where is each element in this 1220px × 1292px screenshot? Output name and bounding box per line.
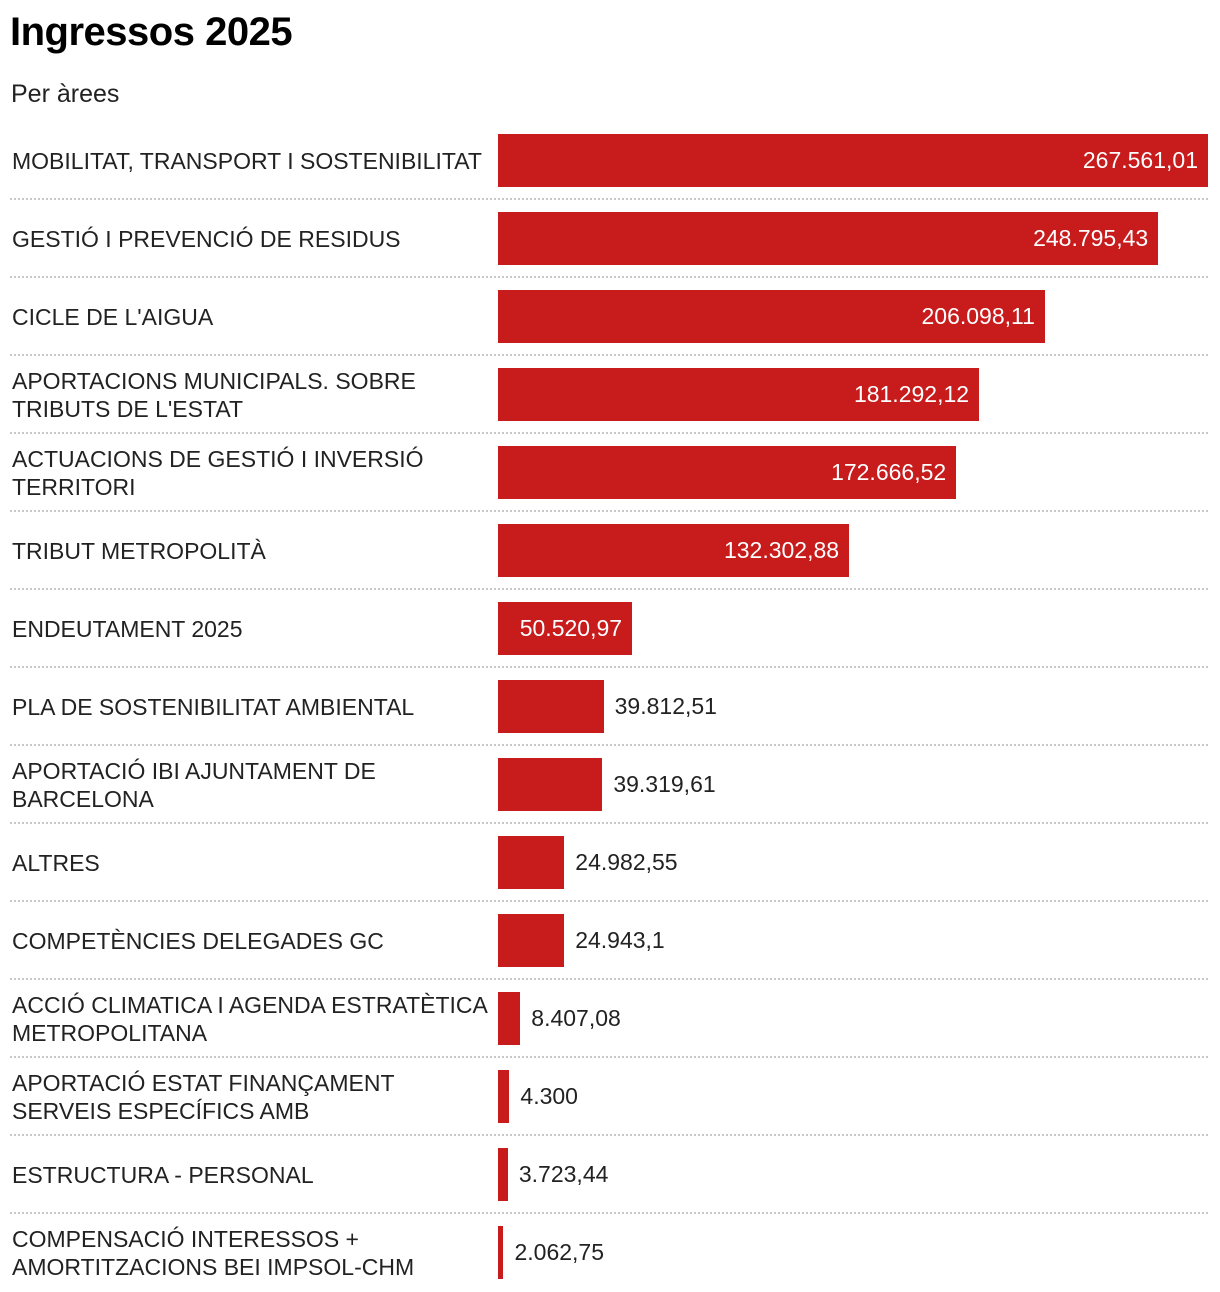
category-label: MOBILITAT, TRANSPORT I SOSTENIBILITAT bbox=[12, 148, 482, 174]
category-label: APORTACIÓ ESTAT FINANÇAMENT SERVEIS ESPE… bbox=[12, 1070, 395, 1124]
bar bbox=[498, 212, 1159, 265]
category-label: ACCIÓ CLIMATICA I AGENDA ESTRATÈTICA MET… bbox=[12, 992, 487, 1046]
row-separator bbox=[10, 744, 1208, 746]
value-label: 39.812,51 bbox=[614, 693, 717, 719]
bar bbox=[498, 290, 1045, 343]
category-label: TRIBUT METROPOLITÀ bbox=[12, 538, 266, 564]
value-label: 2.062,75 bbox=[514, 1239, 604, 1265]
bar bbox=[498, 1226, 504, 1279]
bar-row: GESTIÓ I PREVENCIÓ DE RESIDUS 248.795,43 bbox=[0, 200, 1210, 278]
category-label: GESTIÓ I PREVENCIÓ DE RESIDUS bbox=[12, 226, 401, 252]
value-label: 206.098,11 bbox=[921, 303, 1035, 329]
value-label: 39.319,61 bbox=[613, 771, 716, 797]
value-label: 248.795,43 bbox=[1033, 225, 1149, 251]
chart-subtitle: Per àrees bbox=[11, 80, 120, 108]
row-separator bbox=[10, 822, 1208, 824]
value-label: 4.300 bbox=[520, 1083, 578, 1109]
bar bbox=[498, 602, 633, 655]
bar bbox=[498, 680, 604, 733]
row-separator bbox=[10, 276, 1208, 278]
value-label: 50.520,97 bbox=[519, 615, 623, 641]
value-label: 24.943,1 bbox=[575, 927, 665, 953]
bar bbox=[498, 368, 980, 421]
bar bbox=[498, 836, 565, 889]
bar bbox=[498, 758, 603, 811]
chart-title: Ingressos 2025 bbox=[10, 10, 293, 54]
bar-row: TRIBUT METROPOLITÀ 132.302,88 bbox=[0, 512, 1210, 590]
value-label: 8.407,08 bbox=[531, 1005, 621, 1031]
row-separator bbox=[10, 198, 1208, 200]
bar-row: CICLE DE L'AIGUA 206.098,11 bbox=[0, 278, 1210, 356]
category-label: COMPENSACIÓ INTERESSOS + AMORTITZACIONS … bbox=[12, 1226, 415, 1280]
row-separator bbox=[10, 354, 1208, 356]
bar bbox=[498, 914, 565, 967]
row-separator bbox=[10, 432, 1208, 434]
bar-row: APORTACIÓ ESTAT FINANÇAMENT SERVEIS ESPE… bbox=[0, 1058, 1210, 1136]
bar bbox=[498, 1148, 508, 1201]
row-separator bbox=[10, 510, 1208, 512]
value-label: 181.292,12 bbox=[853, 381, 970, 407]
category-label: PLA DE SOSTENIBILITAT AMBIENTAL bbox=[12, 694, 415, 720]
value-label: 24.982,55 bbox=[575, 849, 678, 875]
bar bbox=[498, 524, 850, 577]
bar-row: ACCIÓ CLIMATICA I AGENDA ESTRATÈTICA MET… bbox=[0, 980, 1210, 1058]
category-label: ACTUACIONS DE GESTIÓ I INVERSIÓ TERRITOR… bbox=[12, 446, 424, 500]
bar-row: COMPETÈNCIES DELEGADES GC 24.943,1 bbox=[0, 902, 1210, 980]
category-label: APORTACIONS MUNICIPALS. SOBRE TRIBUTS DE… bbox=[12, 368, 416, 422]
bar bbox=[498, 1070, 510, 1123]
bar-row: APORTACIÓ IBI AJUNTAMENT DE BARCELONA 39.… bbox=[0, 746, 1210, 824]
row-separator bbox=[10, 666, 1208, 668]
bar-row: PLA DE SOSTENIBILITAT AMBIENTAL 39.812,51 bbox=[0, 668, 1210, 746]
bar bbox=[498, 992, 521, 1045]
category-label: APORTACIÓ IBI AJUNTAMENT DE BARCELONA bbox=[12, 758, 376, 812]
row-separator bbox=[10, 588, 1208, 590]
bar-row: ESTRUCTURA - PERSONAL 3.723,44 bbox=[0, 1136, 1210, 1214]
category-label: ENDEUTAMENT 2025 bbox=[12, 616, 243, 642]
bar-row: MOBILITAT, TRANSPORT I SOSTENIBILITAT 267… bbox=[0, 122, 1210, 200]
category-label: ESTRUCTURA - PERSONAL bbox=[12, 1162, 314, 1188]
row-separator bbox=[10, 978, 1208, 980]
bar-row: ACTUACIONS DE GESTIÓ I INVERSIÓ TERRITOR… bbox=[0, 434, 1210, 512]
bar-row: APORTACIONS MUNICIPALS. SOBRE TRIBUTS DE… bbox=[0, 356, 1210, 434]
row-separator bbox=[10, 1056, 1208, 1058]
bar-row: ENDEUTAMENT 2025 50.520,97 bbox=[0, 590, 1210, 668]
row-separator bbox=[10, 1212, 1208, 1214]
value-label: 3.723,44 bbox=[518, 1161, 609, 1187]
bar bbox=[498, 134, 1208, 187]
bar bbox=[498, 446, 957, 499]
value-label: 172.666,52 bbox=[831, 459, 947, 485]
row-separator bbox=[10, 1134, 1208, 1136]
category-label: COMPETÈNCIES DELEGADES GC bbox=[12, 928, 384, 954]
category-label: ALTRES bbox=[12, 850, 100, 876]
value-label: 132.302,88 bbox=[723, 537, 840, 563]
value-label: 267.561,01 bbox=[1082, 147, 1198, 173]
row-separator bbox=[10, 900, 1208, 902]
category-label: CICLE DE L'AIGUA bbox=[12, 304, 214, 330]
bar-row: ALTRES 24.982,55 bbox=[0, 824, 1210, 902]
bar-row: COMPENSACIÓ INTERESSOS + AMORTITZACIONS … bbox=[0, 1214, 1210, 1292]
